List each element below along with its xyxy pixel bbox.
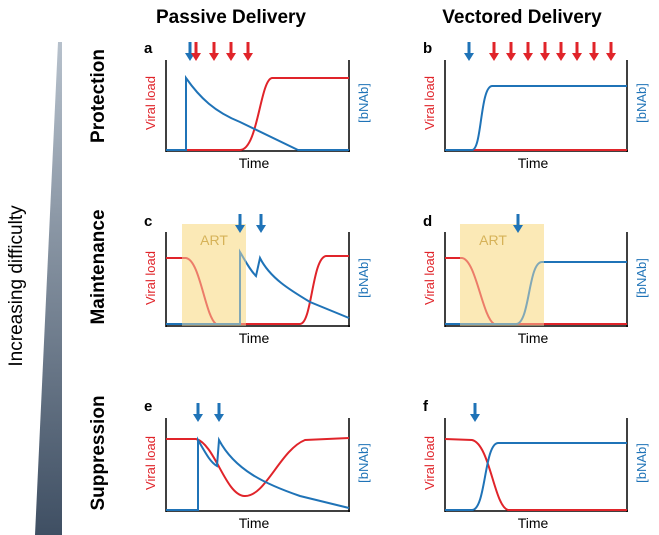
x-axis-label: Time xyxy=(518,155,549,171)
antibody-curve xyxy=(166,436,350,511)
panel-letter-b: b xyxy=(423,40,432,57)
art-band-overlay xyxy=(182,224,246,326)
row-title-maintenance: Maintenance xyxy=(88,209,109,324)
antibody-dose-arrow xyxy=(256,214,266,233)
x-axis-label: Time xyxy=(518,515,549,531)
viral-load-curve xyxy=(166,77,349,151)
row-title-protection: Protection xyxy=(88,49,109,143)
viral-load-curve xyxy=(444,438,627,511)
antibody-dose-arrow xyxy=(470,403,480,422)
antibody-dose-arrow xyxy=(185,42,195,61)
y-axis-label-viral: Viral load xyxy=(143,251,158,305)
dose-arrows xyxy=(470,403,480,422)
viral-load-curve xyxy=(445,257,627,325)
panel-b: b Time Viral load [bNAb] xyxy=(422,40,649,171)
x-axis-label: Time xyxy=(239,515,270,531)
antibody-dose-arrow xyxy=(193,403,203,422)
art-band xyxy=(182,224,246,326)
difficulty-triangle xyxy=(35,42,62,535)
virus-challenge-arrow xyxy=(540,42,550,61)
panel-f: f Time Viral load [bNAb] xyxy=(422,398,649,531)
antibody-dose-arrow xyxy=(214,403,224,422)
panel-d: d ART Time Viral load [bNAb] xyxy=(422,213,649,346)
column-title-vectored: Vectored Delivery xyxy=(442,7,602,28)
panel-e: e Time Viral load [bNAb] xyxy=(143,398,371,531)
antibody-dose-arrow xyxy=(235,214,245,233)
virus-challenge-arrow xyxy=(209,42,219,61)
virus-challenge-arrow xyxy=(606,42,616,61)
panel-letter-c: c xyxy=(144,213,152,230)
viral-load-curve xyxy=(166,255,349,325)
dose-arrows xyxy=(193,403,224,422)
y-axis-label-viral: Viral load xyxy=(143,436,158,490)
x-axis-label: Time xyxy=(518,330,549,346)
panel-letter-e: e xyxy=(144,398,152,415)
dose-arrows xyxy=(464,42,616,61)
antibody-curve xyxy=(445,442,627,511)
y-axis-label-viral: Viral load xyxy=(143,76,158,130)
y-axis-label-viral: Viral load xyxy=(422,76,437,130)
y-axis-label-bnab: [bNAb] xyxy=(356,443,371,483)
antibody-dose-arrow xyxy=(513,214,523,233)
panel-letter-a: a xyxy=(144,40,153,57)
viral-load-curve xyxy=(166,437,350,498)
virus-challenge-arrow xyxy=(226,42,236,61)
panel-letter-d: d xyxy=(423,213,432,230)
y-axis-label-bnab: [bNAb] xyxy=(634,83,649,123)
row-title-suppression: Suppression xyxy=(88,395,109,510)
virus-challenge-arrow xyxy=(489,42,499,61)
virus-challenge-arrow xyxy=(572,42,582,61)
dose-arrows xyxy=(235,214,266,233)
virus-challenge-arrow xyxy=(191,42,201,61)
art-label: ART xyxy=(479,232,507,248)
x-axis-label: Time xyxy=(239,155,270,171)
virus-challenge-arrow xyxy=(589,42,599,61)
y-axis-label-bnab: [bNAb] xyxy=(356,83,371,123)
y-axis-label-viral: Viral load xyxy=(422,436,437,490)
x-axis-label: Time xyxy=(239,330,270,346)
dose-arrows xyxy=(513,214,523,233)
y-axis-label-viral: Viral load xyxy=(422,251,437,305)
virus-challenge-arrow xyxy=(556,42,566,61)
panel-letter-f: f xyxy=(423,398,429,415)
antibody-curve xyxy=(445,261,627,325)
column-title-passive: Passive Delivery xyxy=(156,7,306,28)
virus-challenge-arrow xyxy=(243,42,253,61)
panel-a: a Time Viral load [bNAb] xyxy=(143,40,371,171)
virus-challenge-arrow xyxy=(523,42,533,61)
y-axis-label-bnab: [bNAb] xyxy=(634,443,649,483)
difficulty-label: Increasing difficulty xyxy=(6,205,27,367)
art-band-overlay xyxy=(460,224,544,326)
panel-c: c ART Time Viral load [bNAb] xyxy=(143,213,371,346)
y-axis-label-bnab: [bNAb] xyxy=(356,258,371,298)
y-axis-label-bnab: [bNAb] xyxy=(634,258,649,298)
antibody-curve xyxy=(166,74,349,151)
antibody-curve xyxy=(445,85,627,151)
antibody-curve xyxy=(166,248,350,325)
art-label: ART xyxy=(200,232,228,248)
dose-arrows xyxy=(185,42,253,61)
virus-challenge-arrow xyxy=(506,42,516,61)
antibody-dose-arrow xyxy=(464,42,474,61)
